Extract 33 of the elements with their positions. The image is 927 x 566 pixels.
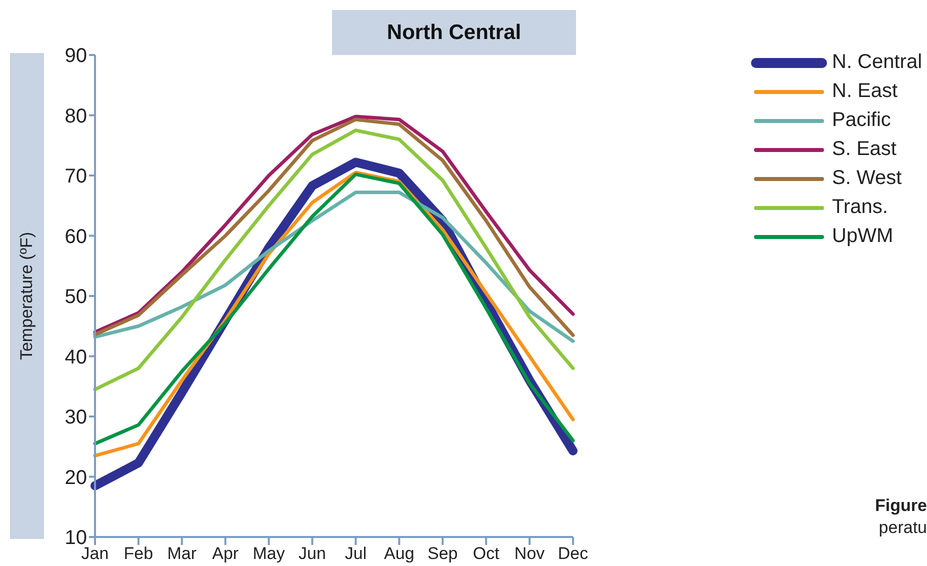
y-axis-title: Temperature (ºF) [17,232,37,360]
legend-label: N. Central [832,50,922,75]
legend-label: N. East [832,79,898,104]
x-tick-label: May [252,544,286,564]
x-tick-label: Dec [558,544,589,564]
x-tick-label: Apr [212,544,239,564]
legend-label: UpWM [832,224,894,249]
y-tick-label: 40 [64,346,87,368]
y-tick-label: 20 [64,466,87,489]
legend-label: S. East [832,137,896,162]
y-tick-label: 60 [64,226,87,248]
chart-title: North Central [332,10,576,55]
x-tick-label: Oct [472,544,500,564]
x-tick-label: Sep [428,544,458,564]
line-series [93,190,575,343]
x-tick-label: Nov [514,544,546,564]
x-tick-label: Jun [298,544,326,564]
x-tick-label: Mar [167,544,197,564]
y-tick-label: 90 [64,45,87,68]
legend-label: S. West [832,166,902,191]
legend-label: Trans. [832,195,888,220]
y-tick-label: 50 [64,286,87,308]
line-series [93,128,575,392]
x-tick-label: Jan [81,544,109,564]
legend-label: Pacific [832,108,891,133]
y-tick-label: 70 [64,166,87,188]
x-tick-label: Aug [384,544,414,564]
x-tick-label: Feb [124,544,154,564]
y-tick-label: 30 [64,406,87,429]
text: peratu [878,518,927,538]
y-tick-label: 80 [64,105,87,128]
text: Figure [875,496,927,516]
x-tick-label: Jul [344,544,367,564]
